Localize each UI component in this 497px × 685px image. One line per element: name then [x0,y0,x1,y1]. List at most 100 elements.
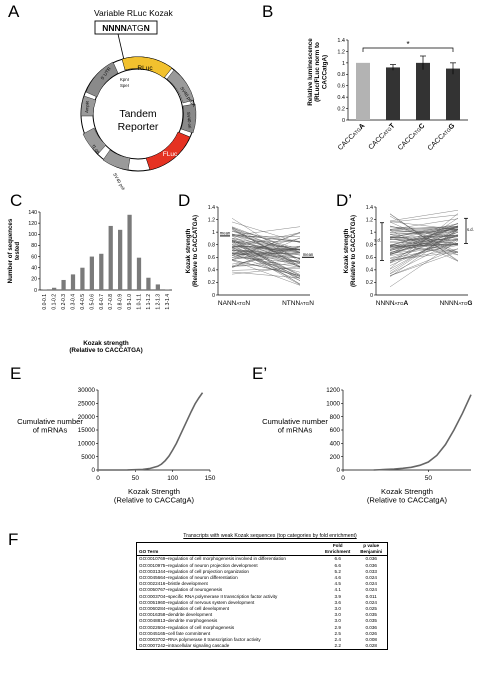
x-tick-label: 50 [425,475,433,482]
data-line [389,228,459,237]
x-tick-label: CACCATGA [337,122,366,151]
data-line [389,238,459,241]
sv40-polya-segment-bottom [102,149,131,171]
table-row: GO:0048813~dendrite morphogenesis 3.0 0.03… [137,618,388,624]
x-tick-label: NNNNATGA [376,300,409,307]
table-row: GO:0010769~regulation of cell morphogene… [137,556,388,563]
data-line [231,245,301,267]
data-line [389,234,459,254]
y-tick-label: 0.6 [366,255,373,261]
p-value-cell: 0.028 [365,643,377,649]
x-tick-label: CACCATGG [427,122,457,152]
data-line [231,227,301,267]
data-line [231,240,301,268]
y-tick-label: 15000 [78,427,96,434]
go-term-cell: GO:0050767~regulation of neurogenesis [139,587,223,593]
data-line [389,226,459,230]
x-tick-label: NTNNATGN [282,300,314,307]
data-line [231,252,301,265]
x-tick-label: 0.3-0.4 [71,294,77,310]
go-table-title: Transcripts with weak Kozak sequences (t… [183,533,357,539]
p-value-header: p value Benjamini [355,542,388,557]
x-tick-label: 1.3-1.4 [165,294,171,310]
spei-site-label: SpeI [120,83,129,88]
table-row: GO:0031344~regulation of cell projection… [137,569,388,575]
ampr-segment [80,95,97,117]
y-tick-label: 0 [34,288,37,294]
go-term-cell: GO:0007242~intracellular signaling casca… [139,643,230,649]
y-tick-label: 0 [92,467,96,474]
go-term-cell: GO:0031344~regulation of cell projection… [139,568,249,574]
y-tick-label: 60 [31,254,37,260]
chart-d-prime-kozak-slope: 0 0.2 0.4 0.6 0.8 1 1.2 1.4 Kozak strength(Relat… [343,205,474,307]
data-line [231,253,301,281]
y-tick-label: 0.6 [337,84,345,90]
data-line [389,245,459,259]
go-term-cell: GO:0010769~regulation of cell morphogene… [139,556,286,562]
chart-c-histogram: 0 20 40 60 80 100 120 140 Number of sequencestes… [7,210,172,354]
fold-enrichment-cell: 2.9 [334,624,341,630]
y-tick-label: 0 [342,118,345,124]
panel-label-b: B [262,2,274,21]
y-tick-label: 0.8 [208,243,215,249]
y-tick-label: 1000 [326,401,340,408]
fold-enrichment-cell: 3.0 [334,612,341,618]
go-term-header: GO Term [136,542,320,557]
data-line [231,250,301,279]
y-axis-label: Number of sequencestested [7,218,21,283]
significance-bracket [362,47,454,52]
y-tick-label: 0.6 [208,255,215,261]
p-value-cell: 0.035 [365,618,377,624]
go-enrichment-table: GO Term Fold Enrichment p value Benjamin… [136,542,388,651]
y-tick-label: 10000 [78,441,96,448]
table-row: GO:0003704~specific RNA polymerase II tr… [137,594,388,600]
go-term-cell: GO:0045664~regulation of neuron differen… [139,575,238,581]
fold-enrichment-cell: 2.5 [334,630,341,636]
fluc-label: FLuc [163,151,178,158]
y-tick-label: 1.4 [337,38,345,44]
data-line [389,225,459,245]
y-tick-label: 200 [330,454,341,461]
y-tick-label: 5000 [81,454,95,461]
data-line [231,249,301,253]
table-row: GO:0060284~regulation of cell developmen… [137,606,388,612]
f1-ori-segment [82,127,107,155]
y-tick-label: 120 [28,221,37,227]
data-line [389,218,459,230]
x-tick-label: 0.7-0.8 [108,294,114,310]
x-tick-label: 0.6-0.7 [99,294,105,310]
data-line [389,228,459,263]
y-tick-label: 0.2 [337,106,345,112]
sv40-ori-label: SV40 ori [186,112,192,129]
x-tick-label: 1.1-1.2 [146,294,152,310]
chart-d-kozak-slope: 0 0.2 0.4 0.6 0.8 1 1.2 1.4 Kozak strength(Relat… [185,205,314,307]
x-tick-label: 0.4-0.5 [80,294,86,310]
kpni-site-label: KpnI [120,77,129,82]
kozak-sequence-text: NNNNATGN [102,23,150,33]
x-tick-label: 0.9-1.0 [127,294,133,310]
x-tick-label: 0 [341,475,345,482]
fold-enrichment-cell: 3.6 [334,599,341,605]
panel-label-d-prime: D’ [336,191,353,210]
go-term-cell: GO:0022416~bristle development [139,581,208,587]
data-line [389,229,459,256]
data-line [389,223,459,246]
data-line [231,231,301,243]
y-tick-label: 0.4 [366,268,373,274]
data-line [389,243,459,262]
bar [42,289,47,290]
y-tick-label: 1200 [326,387,340,394]
data-line [231,246,301,285]
go-term-cell: GO:0016358~dendrite development [139,612,213,618]
data-line [231,246,301,250]
plasmid-diagram: Variable RLuc Kozak NNNNATGN RLuc FLuc S… [80,8,197,190]
significance-star: * [406,40,409,49]
p-value-cell: 0.036 [365,562,377,568]
data-line [231,259,301,277]
go-term-cell: GO:0003704~specific RNA polymerase II tr… [139,593,278,599]
p-value-cell: 0.033 [365,568,377,574]
x-axis-label: Kozak Strength (Relative to CACCatgA) [367,487,448,505]
data-line [389,239,459,244]
rluc-segment [121,56,173,79]
y-tick-label: 0.2 [366,280,373,286]
